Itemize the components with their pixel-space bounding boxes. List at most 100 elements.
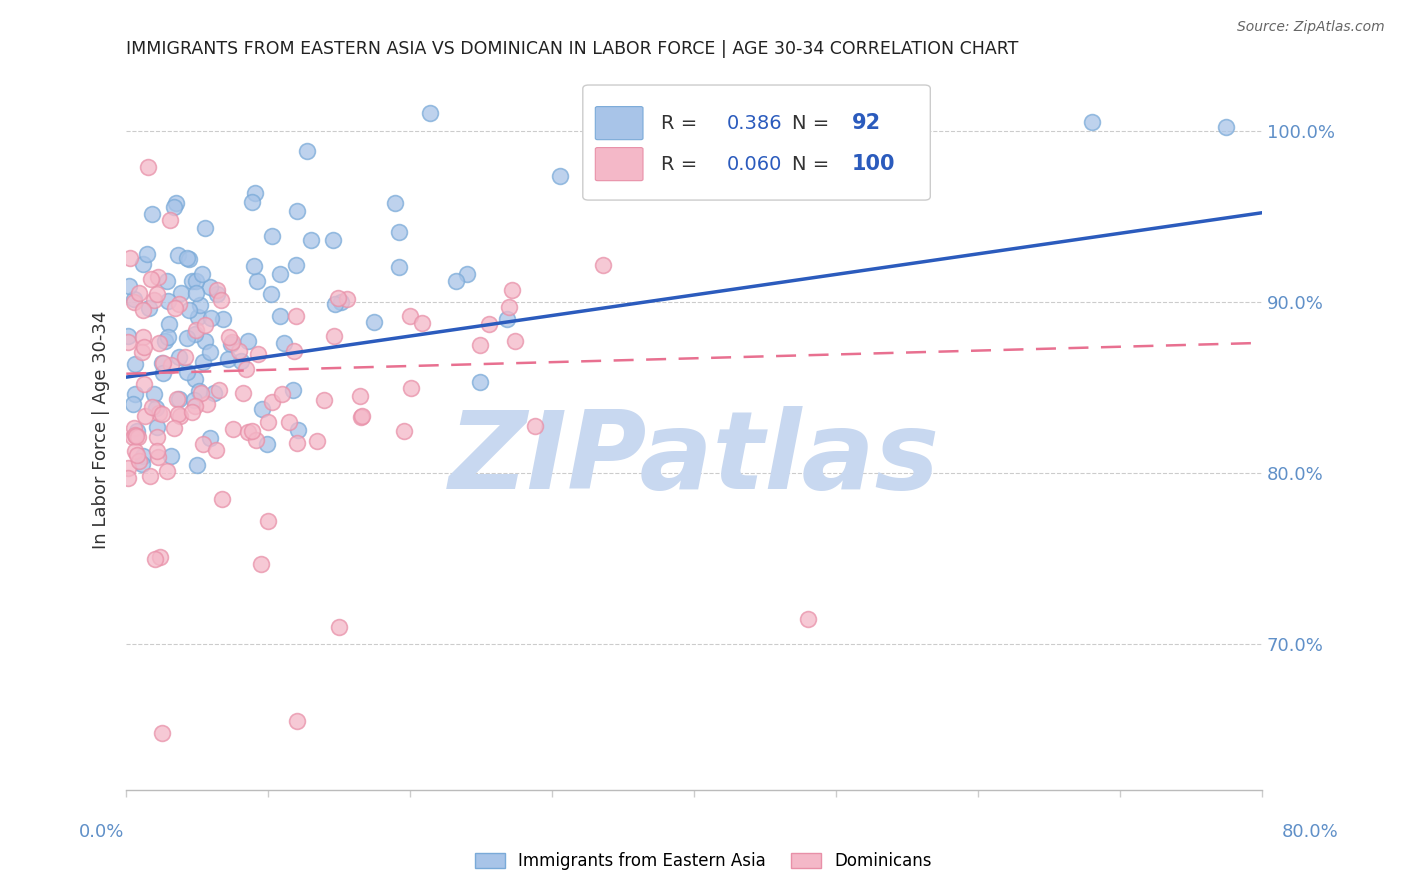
Point xyxy=(202,386,225,401)
Point xyxy=(392,424,415,438)
Point xyxy=(145,401,167,416)
Point xyxy=(138,301,160,315)
Point xyxy=(176,365,198,379)
Point xyxy=(150,726,173,740)
Point xyxy=(152,356,174,370)
Point xyxy=(285,714,308,729)
Point xyxy=(384,196,406,211)
Y-axis label: In Labor Force | Age 30-34: In Labor Force | Age 30-34 xyxy=(93,311,110,549)
Point xyxy=(496,312,519,326)
Point xyxy=(148,336,170,351)
Point xyxy=(134,409,156,423)
Text: 92: 92 xyxy=(852,113,882,133)
Text: 100: 100 xyxy=(852,154,896,174)
Point xyxy=(269,267,291,281)
Point xyxy=(160,358,183,372)
Text: 80.0%: 80.0% xyxy=(1282,822,1339,840)
Point xyxy=(256,437,278,451)
Point xyxy=(184,399,207,413)
Point xyxy=(194,220,217,235)
Point xyxy=(195,396,218,410)
Legend: Immigrants from Eastern Asia, Dominicans: Immigrants from Eastern Asia, Dominicans xyxy=(468,846,938,877)
Point xyxy=(328,620,350,634)
Point xyxy=(305,434,328,448)
Point xyxy=(139,272,162,286)
Point xyxy=(124,444,146,458)
Text: R =: R = xyxy=(661,113,703,133)
Point xyxy=(177,252,200,266)
Point xyxy=(260,395,283,409)
Point xyxy=(243,259,266,273)
Point xyxy=(169,409,191,423)
Point xyxy=(124,294,146,309)
Point xyxy=(299,233,322,247)
Point xyxy=(174,351,197,365)
Point xyxy=(167,248,190,262)
Point xyxy=(179,302,201,317)
Point xyxy=(167,350,190,364)
Point xyxy=(200,431,222,445)
Point xyxy=(363,315,385,329)
Point xyxy=(419,106,441,120)
Point xyxy=(191,268,214,282)
Point xyxy=(211,311,233,326)
Point xyxy=(325,297,347,311)
Point xyxy=(124,357,146,371)
Point xyxy=(184,274,207,288)
Point xyxy=(399,309,422,323)
Point xyxy=(200,280,222,294)
Text: 0.386: 0.386 xyxy=(727,113,783,133)
Point xyxy=(336,293,359,307)
Point xyxy=(191,354,214,368)
Point xyxy=(131,457,153,471)
Point xyxy=(152,366,174,380)
Point xyxy=(142,387,165,401)
Point xyxy=(236,425,259,439)
Text: IMMIGRANTS FROM EASTERN ASIA VS DOMINICAN IN LABOR FORCE | AGE 30-34 CORRELATION: IMMIGRANTS FROM EASTERN ASIA VS DOMINICA… xyxy=(127,40,1019,58)
Point xyxy=(124,387,146,401)
Point xyxy=(148,406,170,420)
Point xyxy=(236,334,259,349)
Point xyxy=(329,294,352,309)
Point xyxy=(523,419,546,434)
Point xyxy=(167,392,190,406)
Point xyxy=(170,285,193,300)
Point xyxy=(259,287,281,301)
Point xyxy=(165,196,187,211)
Point xyxy=(498,301,520,315)
Point xyxy=(269,309,291,323)
Point xyxy=(145,420,167,434)
Point xyxy=(162,421,184,435)
Point xyxy=(271,387,294,401)
Point xyxy=(240,424,263,438)
Point xyxy=(503,334,526,348)
Point xyxy=(145,552,167,566)
Point xyxy=(127,430,149,444)
Point xyxy=(176,251,198,265)
Point xyxy=(1080,115,1102,129)
Point xyxy=(132,340,155,354)
Point xyxy=(128,454,150,468)
Point xyxy=(169,297,191,311)
Point xyxy=(323,328,346,343)
Point xyxy=(285,203,308,218)
Point xyxy=(456,268,478,282)
Point xyxy=(176,331,198,345)
Point xyxy=(184,372,207,386)
Point xyxy=(149,550,172,565)
Point xyxy=(295,144,318,158)
Point xyxy=(146,287,169,301)
Point xyxy=(124,428,146,442)
Point xyxy=(548,169,571,183)
Point xyxy=(211,491,233,506)
Point xyxy=(388,225,411,239)
Point xyxy=(350,409,373,424)
Point xyxy=(117,334,139,349)
Point xyxy=(218,330,240,344)
Point xyxy=(250,557,273,571)
Point xyxy=(399,381,422,395)
Point xyxy=(141,400,163,414)
Text: Source: ZipAtlas.com: Source: ZipAtlas.com xyxy=(1237,20,1385,34)
Text: R =: R = xyxy=(661,154,703,174)
Point xyxy=(143,293,166,307)
